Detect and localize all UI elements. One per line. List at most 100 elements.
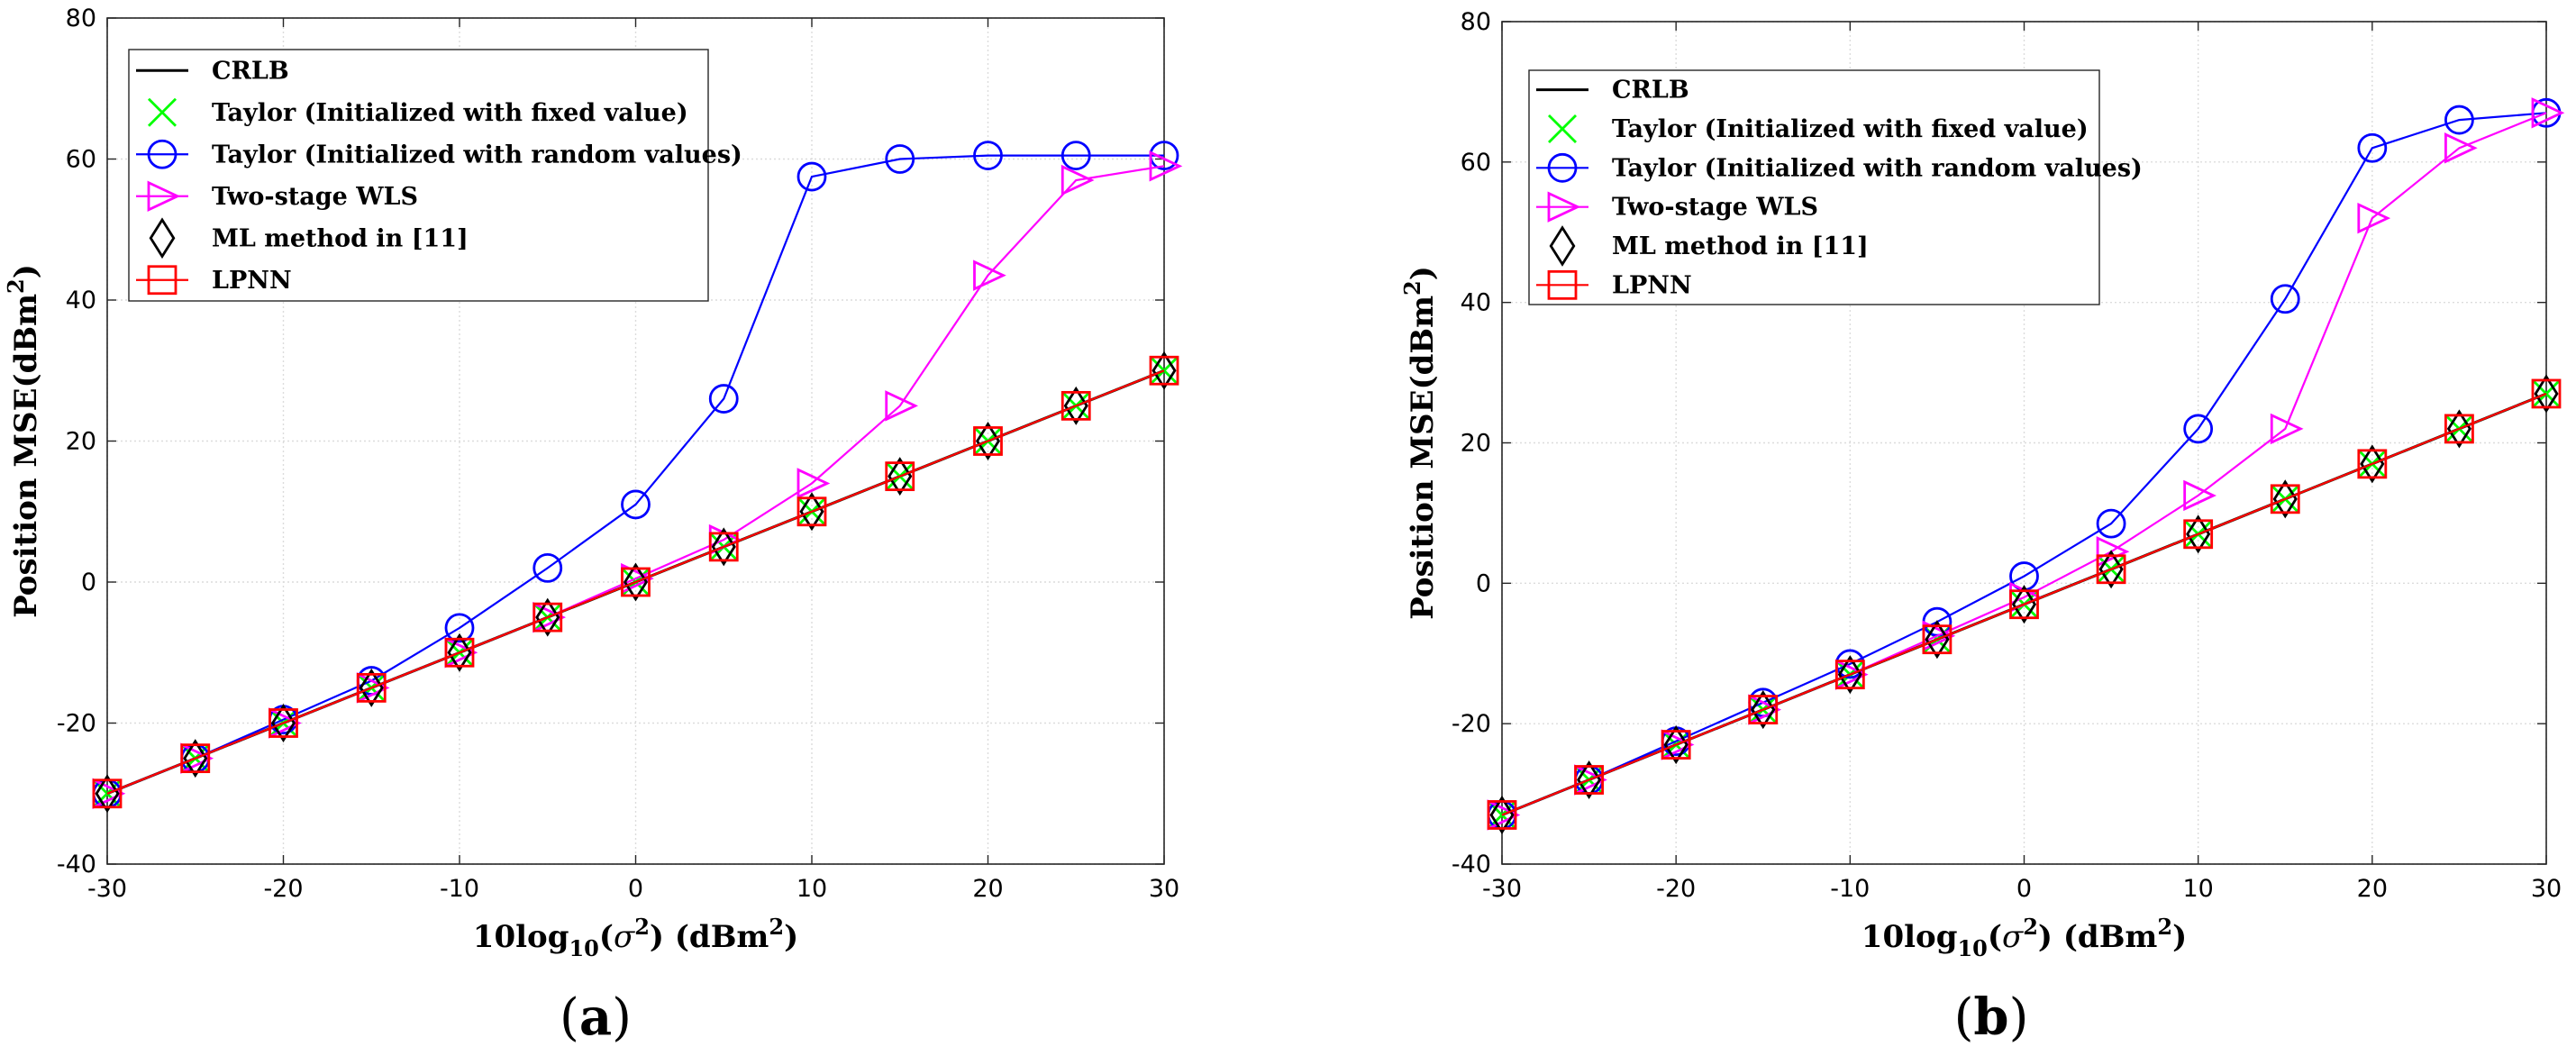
x-label-end: ) bbox=[784, 919, 798, 955]
legend-label-5: LPNN bbox=[212, 267, 292, 295]
data-point-5-0 bbox=[1487, 800, 1517, 830]
y-tick-label-6: 80 bbox=[1461, 8, 1491, 36]
data-point-5-4 bbox=[1834, 660, 1865, 690]
y-axis-label: Position MSE(dBm2) bbox=[3, 264, 44, 618]
legend-marker-1-b bbox=[148, 97, 177, 127]
data-point-4-2 bbox=[1663, 725, 1689, 765]
x-label-post: ) (dBm bbox=[650, 919, 769, 955]
data-point-5-0 bbox=[92, 778, 123, 809]
x-axis-label: 10log10(σ2) (dBm2) bbox=[1861, 914, 2187, 961]
legend: CRLB Taylor (Initialized with fixed value… bbox=[128, 49, 742, 302]
data-point-5-6 bbox=[2009, 589, 2039, 620]
data-point-5-2 bbox=[269, 708, 298, 738]
data-point-3-12 bbox=[2531, 97, 2565, 129]
data-point-4-4 bbox=[1837, 655, 1862, 695]
x-label-sym: σ bbox=[2002, 919, 2024, 955]
legend-label-5: LPNN bbox=[1612, 271, 1692, 299]
data-point-5-6 bbox=[621, 567, 651, 597]
y-label-post: ) bbox=[8, 264, 44, 278]
data-point-2-9 bbox=[885, 144, 915, 174]
data-point-5-2 bbox=[1661, 730, 1691, 760]
legend-marker-5 bbox=[1547, 269, 1578, 300]
data-point-3-9 bbox=[885, 390, 919, 422]
y-tick-label-0: -40 bbox=[1452, 851, 1491, 878]
legend-label-4: ML method in [11] bbox=[1612, 232, 1869, 260]
y-tick-label-4: 40 bbox=[1461, 289, 1491, 317]
y-label-sup: 2 bbox=[1399, 280, 1425, 296]
x-label-mid: ( bbox=[1988, 919, 2002, 955]
data-point-1-12-b bbox=[1150, 356, 1179, 386]
legend-marker-1 bbox=[148, 97, 177, 127]
x-label-sup: 2 bbox=[2023, 914, 2038, 940]
legend-label-2: Taylor (Initialized with random values) bbox=[1612, 154, 2143, 182]
panel-paren-close: ) bbox=[2009, 988, 2029, 1047]
panel-letter: b bbox=[1973, 988, 2008, 1047]
data-point-5-12 bbox=[1149, 355, 1179, 386]
y-tick-label-1: -20 bbox=[57, 710, 96, 738]
x-tick-label-6: 30 bbox=[2531, 875, 2562, 903]
legend-marker-4 bbox=[149, 217, 176, 259]
x-axis-label: 10log10(σ2) (dBm2) bbox=[473, 914, 798, 961]
series-5 bbox=[1487, 378, 2562, 830]
data-point-5-1 bbox=[1574, 765, 1604, 795]
legend: CRLB Taylor (Initialized with fixed value… bbox=[1528, 69, 2143, 305]
x-tick-label-1: -20 bbox=[263, 875, 303, 903]
data-point-3-9 bbox=[2270, 413, 2304, 445]
data-point-4-11 bbox=[2446, 409, 2471, 449]
data-point-4-10 bbox=[975, 421, 1001, 461]
panel-paren-close: ) bbox=[612, 988, 632, 1047]
x-label-mid: ( bbox=[599, 919, 614, 955]
data-point-4-3 bbox=[359, 668, 384, 707]
panel-letter: a bbox=[579, 988, 612, 1047]
legend-box bbox=[1528, 69, 2100, 305]
x-tick-label-2: -10 bbox=[440, 875, 479, 903]
panel-paren-open: ( bbox=[560, 988, 579, 1047]
y-label-pre: Position MSE(dBm bbox=[1405, 296, 1441, 620]
data-point-2-8 bbox=[796, 161, 827, 192]
x-label-pre: 10log bbox=[473, 919, 569, 955]
legend-label-3: Two-stage WLS bbox=[1612, 194, 1818, 222]
series-line-5 bbox=[106, 369, 1165, 795]
data-point-4-2 bbox=[270, 703, 296, 743]
y-label-pre: Position MSE(dBm bbox=[8, 294, 44, 618]
data-point-4-7 bbox=[711, 527, 736, 567]
y-tick-label-4: 40 bbox=[66, 287, 96, 314]
data-point-3-7 bbox=[2096, 536, 2130, 568]
legend-marker-2 bbox=[1547, 152, 1578, 183]
legend-marker-1 bbox=[1548, 114, 1577, 143]
data-point-3-11 bbox=[1060, 164, 1095, 196]
data-point-5-5 bbox=[532, 602, 563, 633]
data-point-4-8 bbox=[2186, 514, 2211, 554]
y-tick-label-6: 80 bbox=[66, 5, 96, 32]
data-point-5-7 bbox=[708, 532, 739, 562]
data-point-4-5 bbox=[1925, 620, 1950, 660]
x-tick-label-6: 30 bbox=[1149, 875, 1179, 903]
legend-marker-2 bbox=[147, 139, 177, 169]
series-line-5 bbox=[1501, 392, 2547, 816]
x-label-sub: 10 bbox=[1957, 935, 1987, 961]
data-point-4-9 bbox=[2272, 479, 2298, 519]
y-tick-label-3: 20 bbox=[66, 428, 96, 456]
legend-marker-1-b bbox=[1548, 114, 1577, 143]
x-tick-label-1: -20 bbox=[1656, 875, 1696, 903]
legend-label-0: CRLB bbox=[1612, 77, 1689, 105]
data-point-2-11 bbox=[2444, 105, 2474, 135]
data-point-4-7 bbox=[2098, 550, 2124, 589]
data-point-2-8 bbox=[2183, 414, 2214, 444]
data-point-3-10 bbox=[973, 259, 1006, 291]
y-tick-label-0: -40 bbox=[57, 851, 96, 878]
data-point-5-7 bbox=[2096, 554, 2126, 585]
data-point-2-9 bbox=[2270, 284, 2300, 314]
legend-label-0: CRLB bbox=[212, 57, 289, 85]
legend-marker-3 bbox=[1547, 191, 1581, 223]
legend-marker-3 bbox=[147, 180, 181, 212]
data-point-2-4 bbox=[444, 613, 475, 643]
x-label-pre: 10log bbox=[1861, 919, 1958, 955]
data-point-3-8 bbox=[2183, 479, 2216, 512]
x-label-sup2: 2 bbox=[769, 914, 784, 940]
series-line-2 bbox=[106, 154, 1164, 795]
legend-label-1: Taylor (Initialized with fixed value) bbox=[212, 99, 688, 127]
data-point-5-12 bbox=[2531, 378, 2562, 409]
x-tick-label-3: 0 bbox=[2016, 875, 2032, 903]
data-point-4-6 bbox=[2011, 585, 2037, 624]
